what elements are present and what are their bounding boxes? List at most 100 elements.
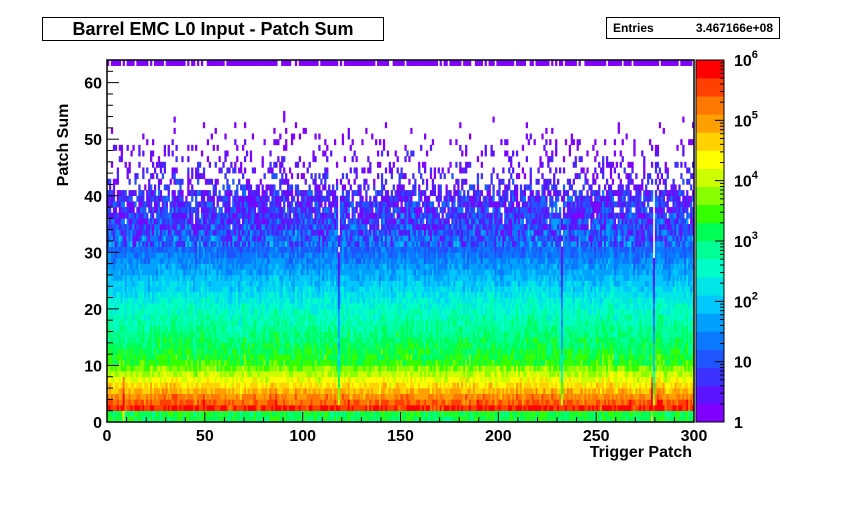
heatmap-cell [183,224,186,230]
heatmap-cell [228,365,231,372]
heatmap-cell [230,241,233,247]
heatmap-cell [140,371,143,378]
heatmap-cell [277,241,280,247]
heatmap-cell [287,314,290,321]
heatmap-cell [242,184,245,191]
heatmap-cell [290,354,294,361]
heatmap-cell [242,246,245,253]
heatmap-cell [177,224,180,230]
heatmap-cell [234,359,237,366]
heatmap-cell [128,303,131,310]
heatmap-cell [261,156,264,163]
heatmap-cell [298,399,302,406]
heatmap-cell [198,308,202,315]
heatmap-cell [187,60,190,66]
heatmap-cell [306,405,309,411]
heatmap-cell [179,229,182,236]
heatmap-cell [275,331,278,338]
heatmap-cell [198,314,202,321]
heatmap-cell [175,60,178,66]
heatmap-cell [318,218,321,225]
heatmap-cell [265,201,268,208]
heatmap-cell [220,308,223,315]
heatmap-cell [130,60,133,66]
heatmap-cell [218,212,221,219]
heatmap-cell [197,60,200,66]
heatmap-cell [134,190,137,197]
heatmap-cell [243,388,247,395]
heatmap-cell [212,342,215,349]
heatmap-cell [294,286,298,293]
heatmap-cell [316,325,319,332]
heatmap-cell [271,410,274,417]
heatmap-cell [187,263,190,270]
heatmap-cell [150,382,153,389]
heatmap-cell [242,388,245,395]
heatmap-cell [275,382,278,389]
heatmap-cell [302,246,305,253]
heatmap-cell [124,314,127,321]
heatmap-cell [292,325,296,332]
heatmap-cell [281,195,284,202]
heatmap-cell [296,257,300,264]
heatmap-cell [216,320,219,327]
heatmap-cell [181,297,184,304]
heatmap-cell [161,354,165,361]
heatmap-cell [283,286,286,293]
heatmap-cell [306,190,309,197]
heatmap-cell [318,337,321,344]
heatmap-cell [204,280,208,287]
heatmap-cell [269,291,272,298]
heatmap-cell [322,331,325,338]
heatmap-cell [306,201,309,208]
heatmap-cell [283,224,286,230]
heatmap-cell [126,224,129,230]
heatmap-cell [144,207,147,214]
heatmap-cell [146,246,149,253]
heatmap-cell [187,178,190,185]
heatmap-cell [169,399,172,406]
heatmap-cell [271,241,274,247]
heatmap-cell [189,263,192,270]
heatmap-cell [112,274,116,281]
heatmap-cell [132,224,135,230]
heatmap-cell [224,376,227,383]
heatmap-cell [300,410,303,417]
heatmap-cell [175,286,178,293]
heatmap-cell [287,286,290,293]
heatmap-cell [259,365,262,372]
heatmap-cell [226,218,229,225]
heatmap-cell [238,320,241,327]
heatmap-cell [314,348,317,355]
heatmap-cell [261,212,264,219]
heatmap-cell [116,331,120,338]
heatmap-cell [238,388,241,395]
heatmap-cell [242,224,245,230]
heatmap-cell [226,184,229,191]
heatmap-cell [273,286,276,293]
heatmap-cell [144,314,147,321]
heatmap-cell [112,348,116,355]
heatmap-cell [243,286,247,293]
heatmap-cell [236,274,239,281]
heatmap-cell [316,376,319,383]
heatmap-cell [146,280,149,287]
heatmap-cell [269,207,272,214]
heatmap-cell [152,229,155,236]
heatmap-cell [118,325,121,332]
heatmap-cell [283,257,286,264]
heatmap-cell [138,280,141,287]
heatmap-cell [198,365,202,372]
heatmap-cell [222,218,225,225]
heatmap-cell [271,291,274,298]
heatmap-cell [173,291,176,298]
heatmap-cell [108,303,112,310]
heatmap-cell [302,218,305,225]
heatmap-cell [240,252,243,259]
heatmap-cell [234,325,237,332]
heatmap-cell [292,331,296,338]
heatmap-cell [181,246,184,253]
heatmap-cell [114,280,118,287]
heatmap-cell [302,371,305,378]
heatmap-cell [288,235,292,242]
